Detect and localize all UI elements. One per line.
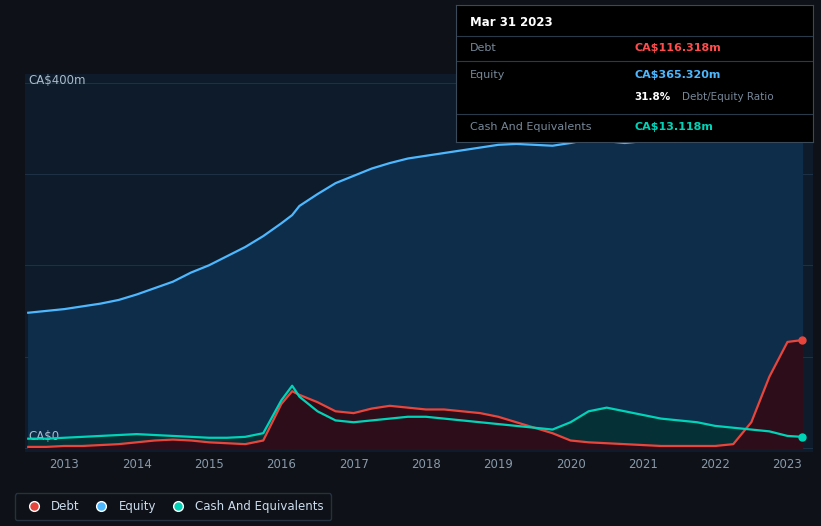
- Text: Debt: Debt: [470, 43, 497, 53]
- Legend: Debt, Equity, Cash And Equivalents: Debt, Equity, Cash And Equivalents: [15, 493, 331, 520]
- Text: CA$400m: CA$400m: [29, 74, 86, 87]
- Text: CA$116.318m: CA$116.318m: [635, 43, 721, 53]
- Text: CA$13.118m: CA$13.118m: [635, 122, 713, 132]
- Text: Equity: Equity: [470, 70, 505, 80]
- Text: Cash And Equivalents: Cash And Equivalents: [470, 122, 591, 132]
- Text: Debt/Equity Ratio: Debt/Equity Ratio: [682, 92, 774, 102]
- Text: CA$0: CA$0: [29, 430, 60, 443]
- Text: CA$365.320m: CA$365.320m: [635, 70, 721, 80]
- Text: Mar 31 2023: Mar 31 2023: [470, 16, 553, 29]
- Text: 31.8%: 31.8%: [635, 92, 671, 102]
